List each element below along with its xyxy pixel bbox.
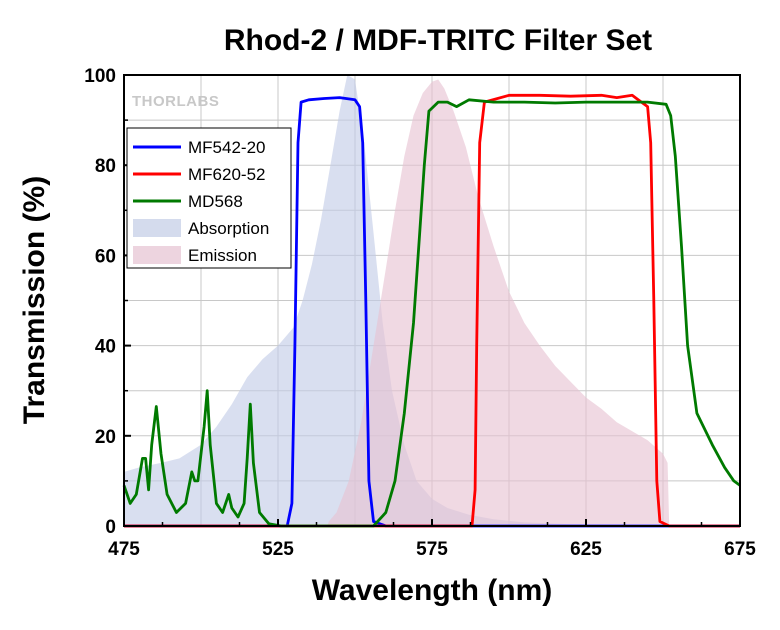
series-line-mf542-20 — [124, 96, 740, 528]
area-series — [124, 75, 679, 526]
chart-title: Rhod-2 / MDF-TRITC Filter Set — [224, 24, 652, 57]
legend-label: Absorption — [188, 219, 269, 238]
x-tick-label: 675 — [724, 539, 756, 560]
legend: MF542-20 MF620-52 MD568 Absorption Emission — [126, 127, 292, 269]
legend-box — [126, 127, 292, 269]
y-tick-label: 60 — [95, 246, 116, 267]
x-tick-label: 475 — [108, 539, 140, 560]
series-line-md568 — [122, 98, 741, 528]
legend-label: Emission — [188, 246, 257, 265]
y-tick-label: 80 — [95, 156, 116, 177]
legend-label: MF542-20 — [188, 138, 265, 157]
axis-ticks: 475 525 575 625 675 0 20 40 60 80 100 — [84, 66, 756, 560]
y-tick-label: 100 — [84, 66, 116, 87]
series-area-absorption — [124, 75, 679, 526]
thorlabs-logo: THORLABS — [132, 93, 219, 110]
y-axis-label: Transmission (%) — [18, 176, 51, 424]
legend-label: MD568 — [188, 192, 243, 211]
x-tick-label: 575 — [416, 539, 448, 560]
legend-swatch — [133, 219, 181, 237]
line-series — [122, 93, 741, 528]
series-area-emission — [327, 79, 670, 526]
y-tick-label: 0 — [105, 517, 116, 538]
x-axis-label: Wavelength (nm) — [312, 574, 553, 607]
y-tick-label: 40 — [95, 337, 116, 358]
y-tick-label: 20 — [95, 427, 116, 448]
series-line-mf620-52 — [124, 93, 740, 528]
legend-swatch — [133, 246, 181, 264]
x-tick-label: 625 — [570, 539, 602, 560]
x-tick-label: 525 — [262, 539, 294, 560]
legend-label: MF620-52 — [188, 165, 265, 184]
